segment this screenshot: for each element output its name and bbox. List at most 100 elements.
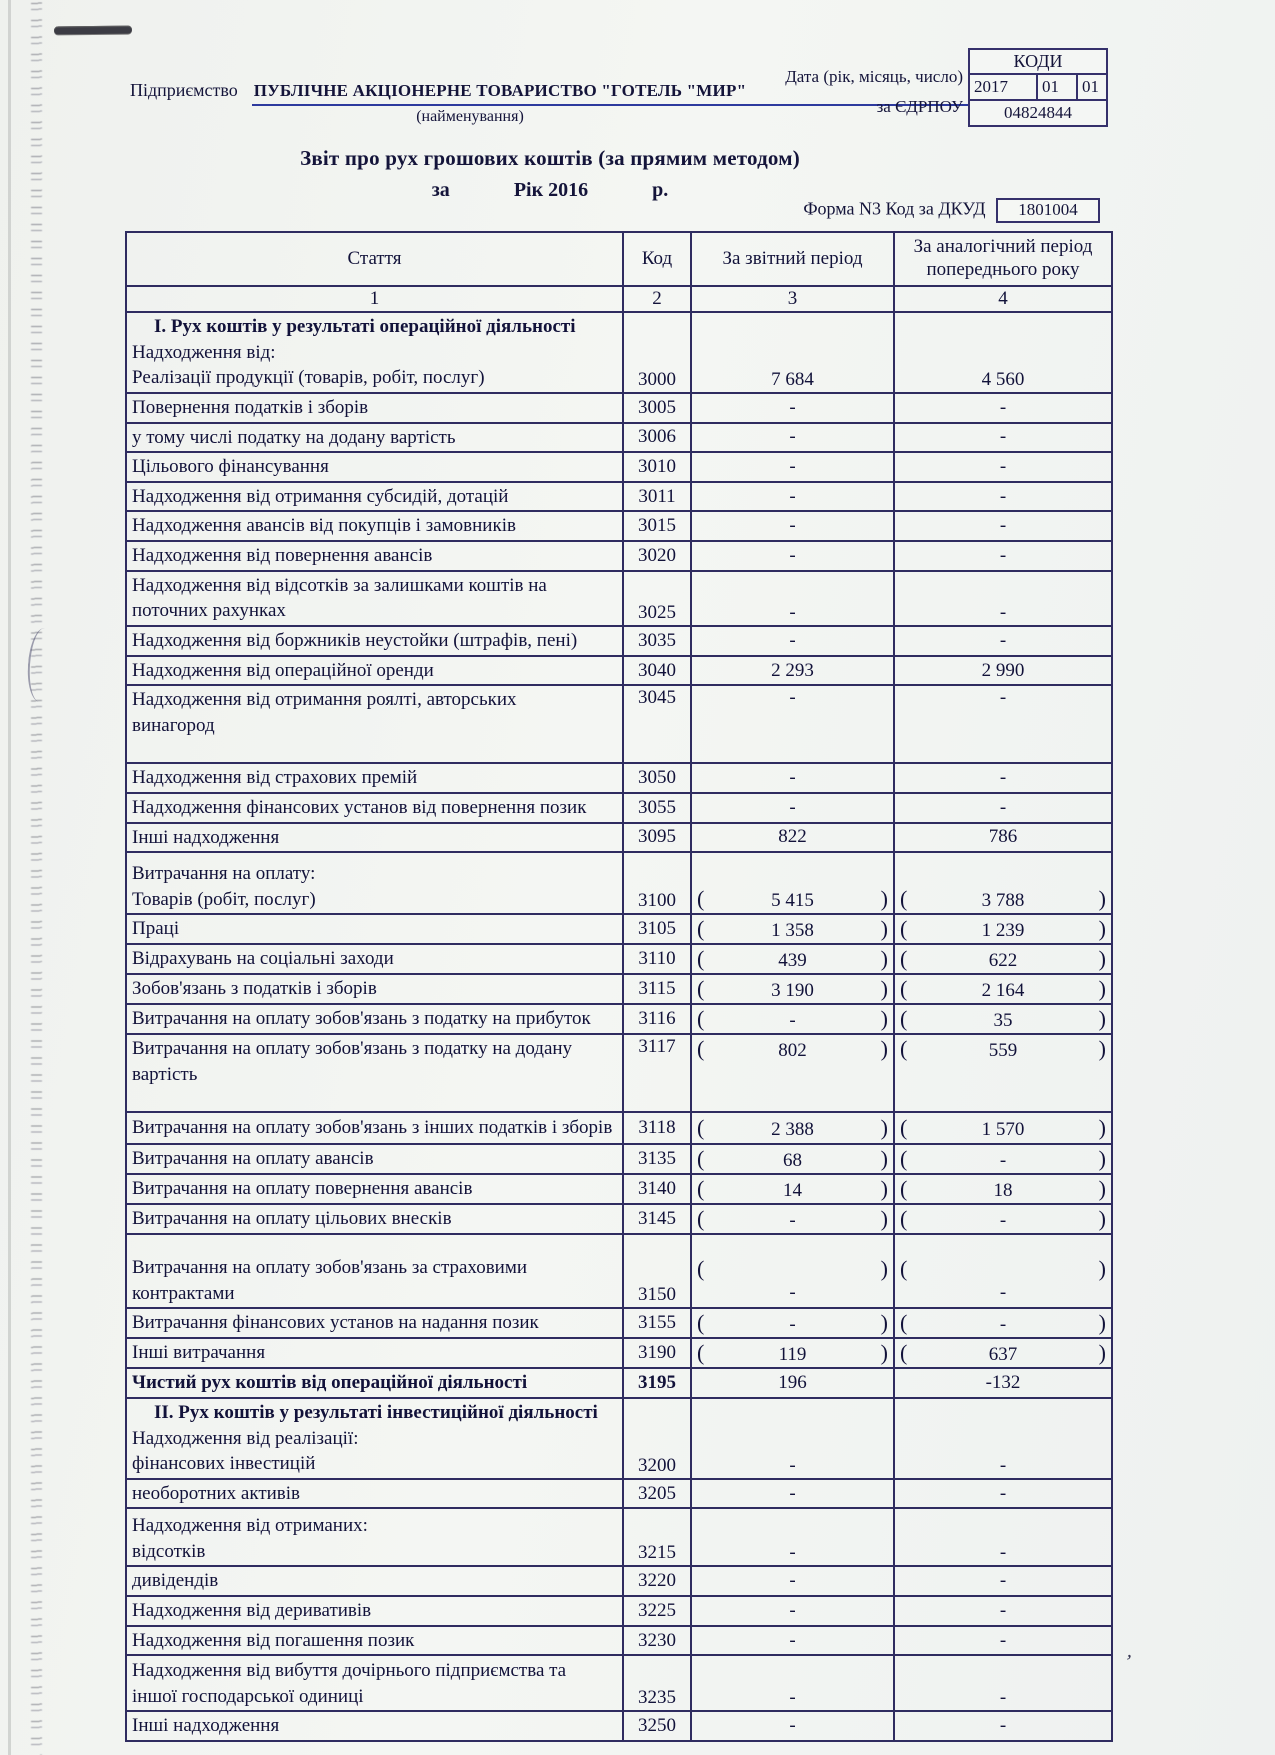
codes-box: КОДИ 2017 01 01 04824844 [968,48,1108,127]
article-label: Надходження від повернення авансів [132,545,433,567]
code-cell: 3250 [622,1710,692,1743]
value-text: - [789,687,796,709]
table-row: Надходження від отриманих: відсотків 3215… [125,1507,1113,1568]
table-row: Витрачання на оплату авансів 3135(68)(-) [125,1143,1113,1176]
reporting-period-cell: (1 358) [690,913,895,946]
open-paren: ( [697,946,705,972]
table-row: Зобов'язань з податків і зборів 3115(3 19… [125,973,1113,1006]
open-paren: ( [900,1256,908,1282]
code-cell: 3140 [622,1173,692,1206]
reporting-period-cell: (-) [690,1307,895,1340]
article-cell: Надходження авансів від покупців і замов… [125,510,624,543]
company-name: ПУБЛІЧНЕ АКЦІОНЕРНЕ ТОВАРИСТВО "ГОТЕЛЬ "… [251,81,970,106]
close-paren: ) [1098,976,1106,1002]
close-paren: ) [1098,946,1106,972]
previous-period-cell: - [893,1565,1113,1598]
article-label: Надходження фінансових установ від повер… [132,796,587,818]
table-row: Праці 3105(1 358)(1 239) [125,913,1113,946]
value-text: 4 560 [981,368,1025,390]
table-row: Витрачання на оплату зобов'язань з інших… [125,1111,1113,1146]
reporting-period-cell: (802) [690,1033,895,1114]
code-cell: 3155 [622,1307,692,1340]
value-text: 1 570 [981,1119,1025,1141]
previous-period-cell: (559) [893,1033,1113,1114]
table-row: І. Рух коштів у результаті операційної д… [125,311,1113,394]
date-day: 01 [1082,77,1099,96]
reporting-period-cell: (68) [690,1143,895,1176]
article-label: у тому числі податку на додану вартість [132,426,456,448]
value-text: - [999,1282,1007,1304]
reporting-period-cell: (-) [690,1203,895,1236]
value-parenthesized: (-) [697,1310,888,1336]
column-number-1: 1 [125,285,624,313]
value-text: 2 990 [981,659,1025,681]
article-label: Надходження від вибуття дочірнього підпр… [132,1660,567,1707]
code-cell: 3205 [622,1477,692,1510]
table-row: Витрачання на оплату: Товарів (робіт, по… [125,851,1113,916]
table-row: Цільового фінансування 3010 - - [125,451,1113,483]
code-cell: 3150 [622,1233,692,1310]
value-text: - [999,1715,1007,1737]
reporting-period-cell: - [690,791,895,824]
close-paren: ) [880,1206,888,1232]
value-text: - [789,629,796,651]
value-parenthesized: (-) [697,1206,888,1232]
period-prefix: за [431,179,450,201]
value-text: - [999,1629,1007,1651]
value-text: 439 [778,950,807,972]
value-text: 5 415 [771,890,814,912]
reporting-period-cell: (119) [690,1337,895,1370]
column-header-1: Стаття [125,231,624,287]
previous-period-cell: - [893,1595,1113,1627]
value-parenthesized: (622) [900,946,1106,972]
article-cell: Надходження від отримання субсидій, дота… [125,480,624,513]
article-cell: Витрачання на оплату авансів [125,1143,624,1176]
open-paren: ( [697,976,705,1002]
value-text: - [999,426,1007,448]
article-cell: Витрачання на оплату цільових внесків [125,1203,624,1236]
article-label: Інші надходження [132,1715,280,1737]
value-text: 3 190 [771,980,814,1002]
close-paren: ) [1098,1176,1106,1202]
value-parenthesized: (119) [697,1340,888,1366]
value-text: - [999,1542,1007,1564]
cashflow-table-wrap: Стаття Код За звітний період За аналогічний… [125,231,1113,1743]
article-cell: Витрачання на оплату зобов'язань за стра… [125,1233,624,1310]
article-cell: Відрахувань на соціальні заходи [125,943,624,976]
previous-period-cell: - [893,569,1113,628]
table-row: Інші витрачання 3190(119)(637) [125,1337,1113,1370]
period-suffix: р. [652,179,669,201]
close-paren: ) [880,1006,888,1032]
value-text: 2 164 [981,980,1025,1002]
article-cell: Надходження від деривативів [125,1595,624,1627]
article-label: Витрачання на оплату цільових внесків [132,1208,452,1230]
codes-date-row: 2017 01 01 [970,75,1106,101]
close-paren: ) [880,1310,888,1336]
reporting-period-cell: - [690,1624,895,1657]
code-cell: 3200 [622,1396,692,1480]
column-header-3: За звітний період [690,231,895,287]
code-cell: 3117 [622,1033,692,1114]
close-paren: ) [1098,1256,1106,1282]
reporting-period-cell: () - [690,1233,895,1310]
reporting-period-cell: - [690,1654,895,1713]
name-caption: (найменування) [416,108,524,125]
value-text: - [999,456,1007,478]
article-label: Інші надходження [132,826,280,848]
value-text: 559 [988,1040,1018,1062]
article-cell: Інші витрачання [125,1337,624,1370]
reporting-period-cell: - [690,1595,895,1627]
code-cell: 3116 [622,1003,692,1036]
close-paren: ) [880,1256,888,1282]
open-paren: ( [900,1340,908,1366]
article-cell: Надходження від боржників неустойки (штр… [125,625,624,657]
table-row: у тому числі податку на додану вартість 3… [125,421,1113,454]
value-text: 68 [783,1150,802,1172]
table-row: Інші надходження 3095 822 786 [125,821,1113,854]
open-paren: ( [900,976,908,1002]
value-text: - [789,1282,796,1304]
value-parenthesized: (5 415) [697,886,888,912]
table-row: Витрачання фінансових установ на надання… [125,1307,1113,1340]
code-cell: 3020 [622,540,692,572]
